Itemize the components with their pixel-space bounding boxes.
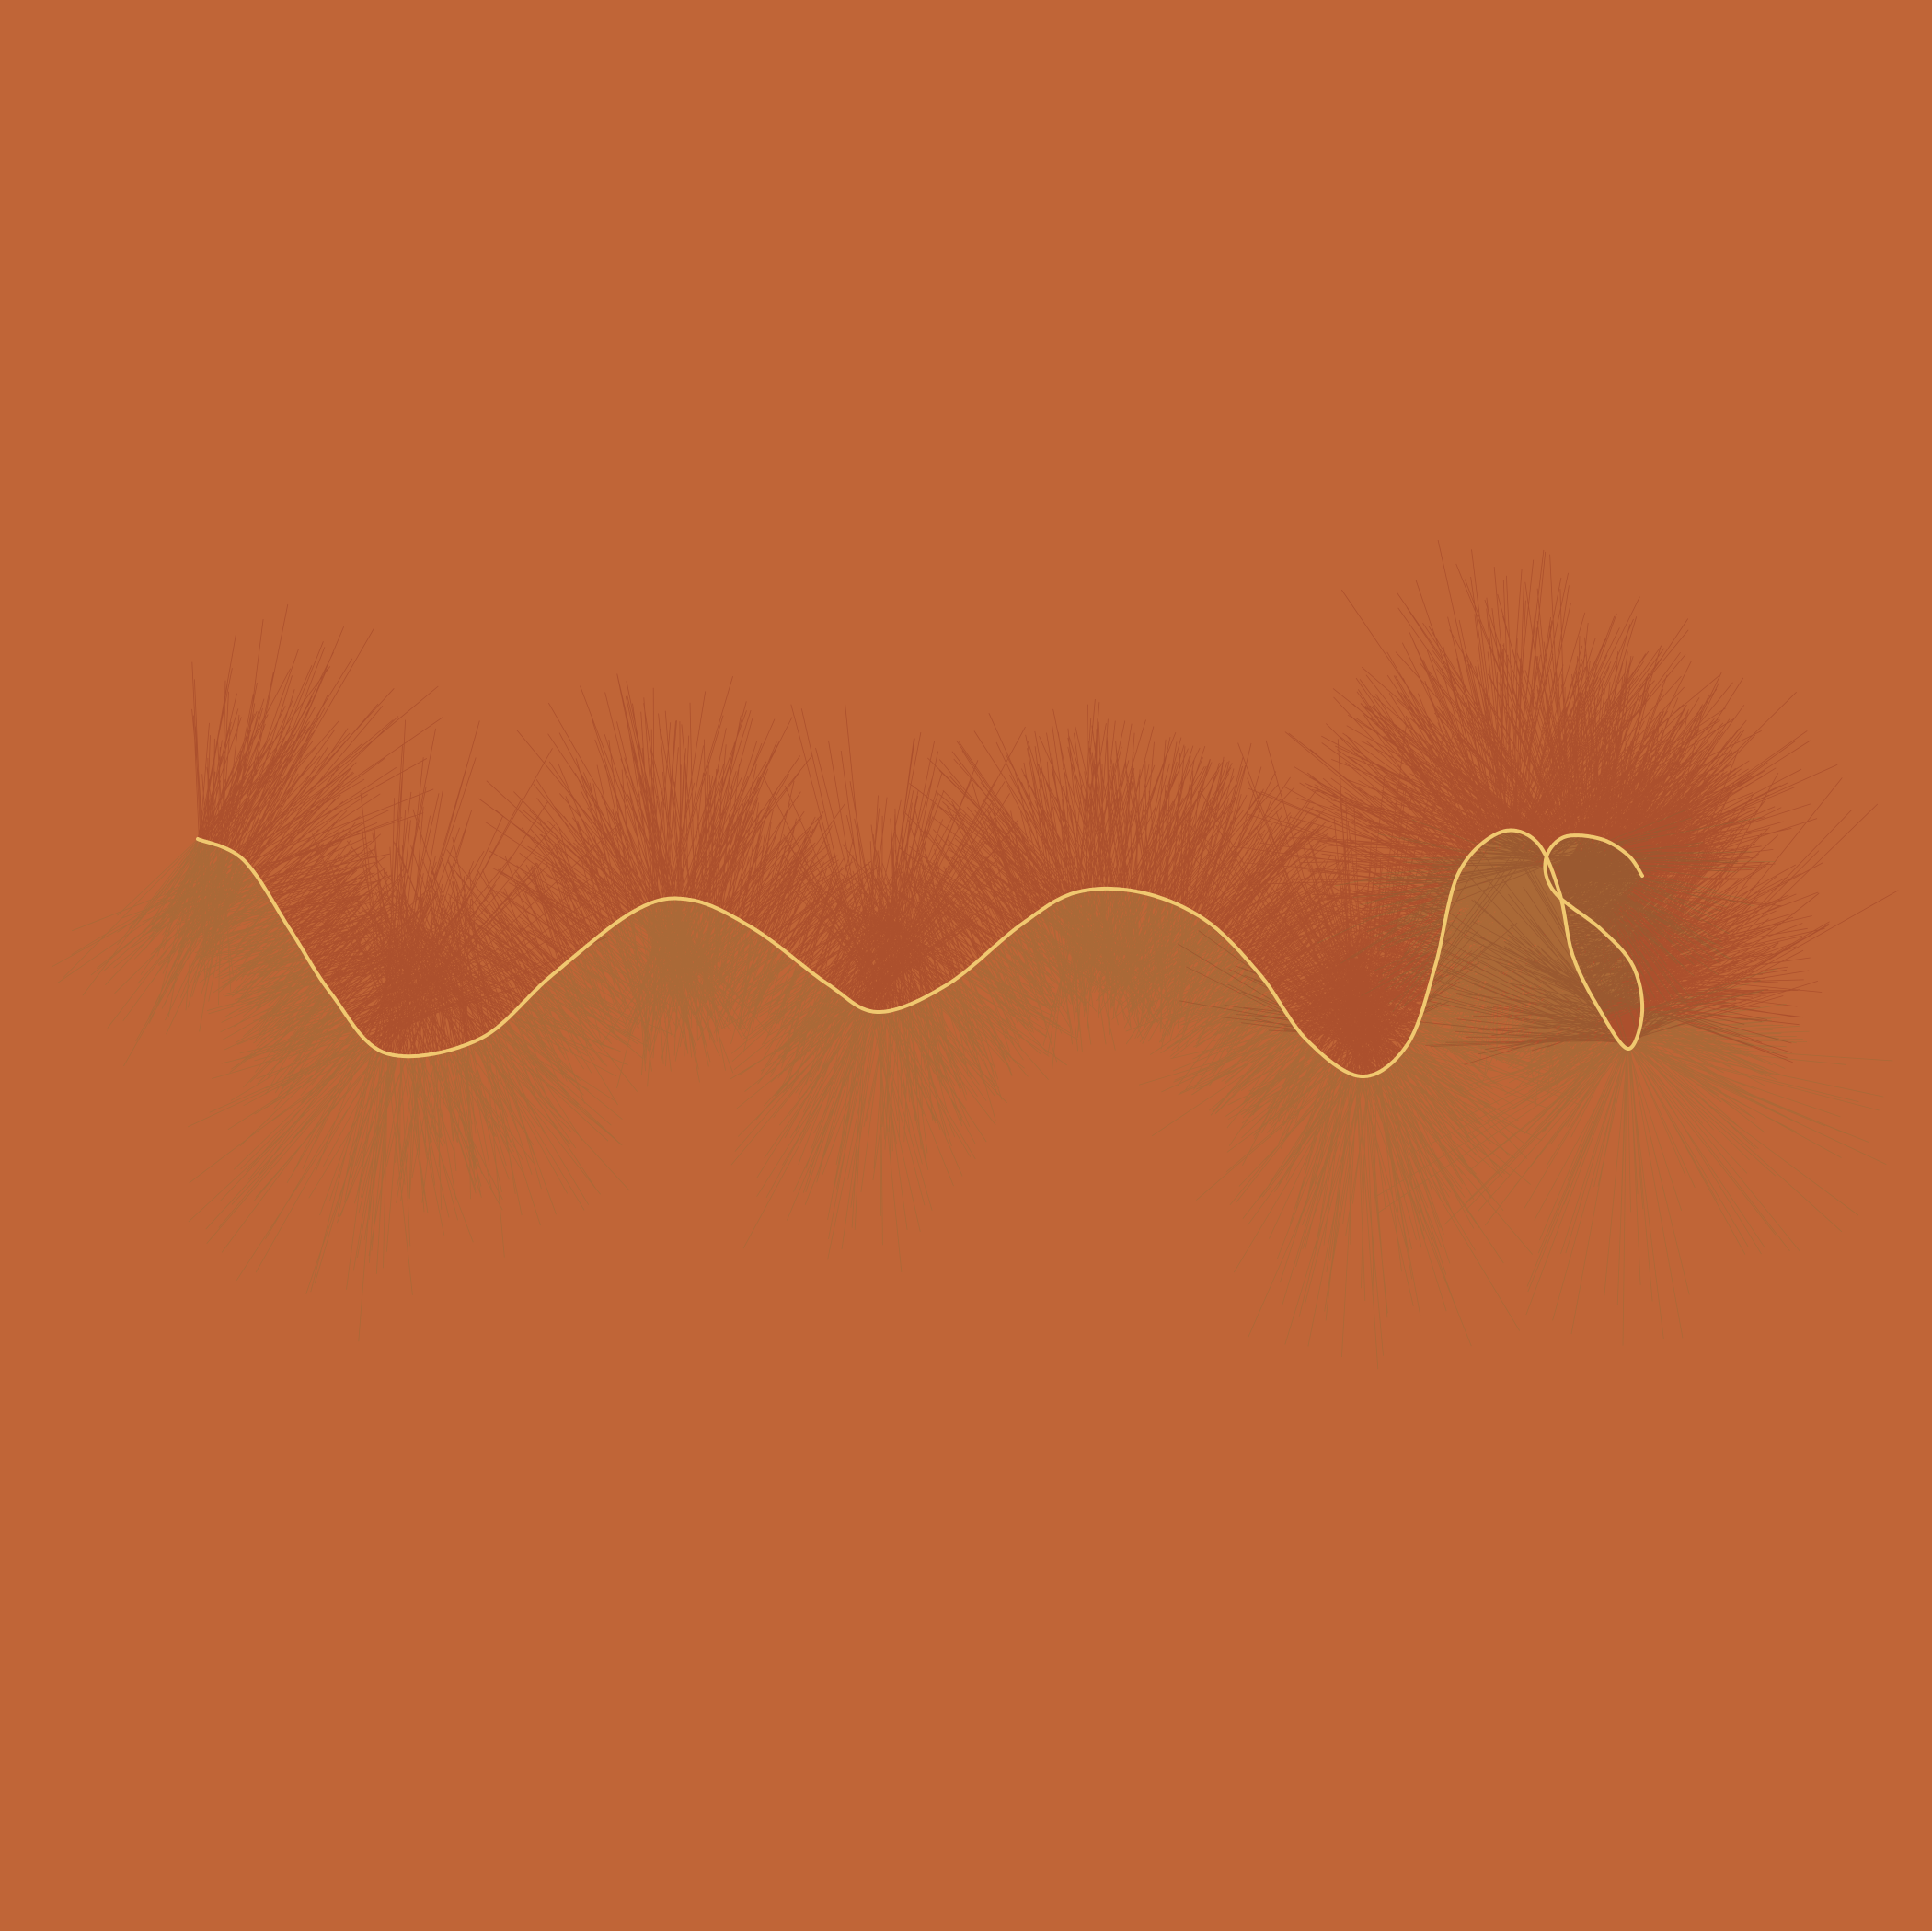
red-hair-path <box>191 540 1899 1077</box>
green-hair-strands <box>51 809 1893 1370</box>
golden-curve <box>196 828 1645 1078</box>
red-hair-strands <box>191 540 1899 1077</box>
green-hair-path <box>51 809 1893 1370</box>
